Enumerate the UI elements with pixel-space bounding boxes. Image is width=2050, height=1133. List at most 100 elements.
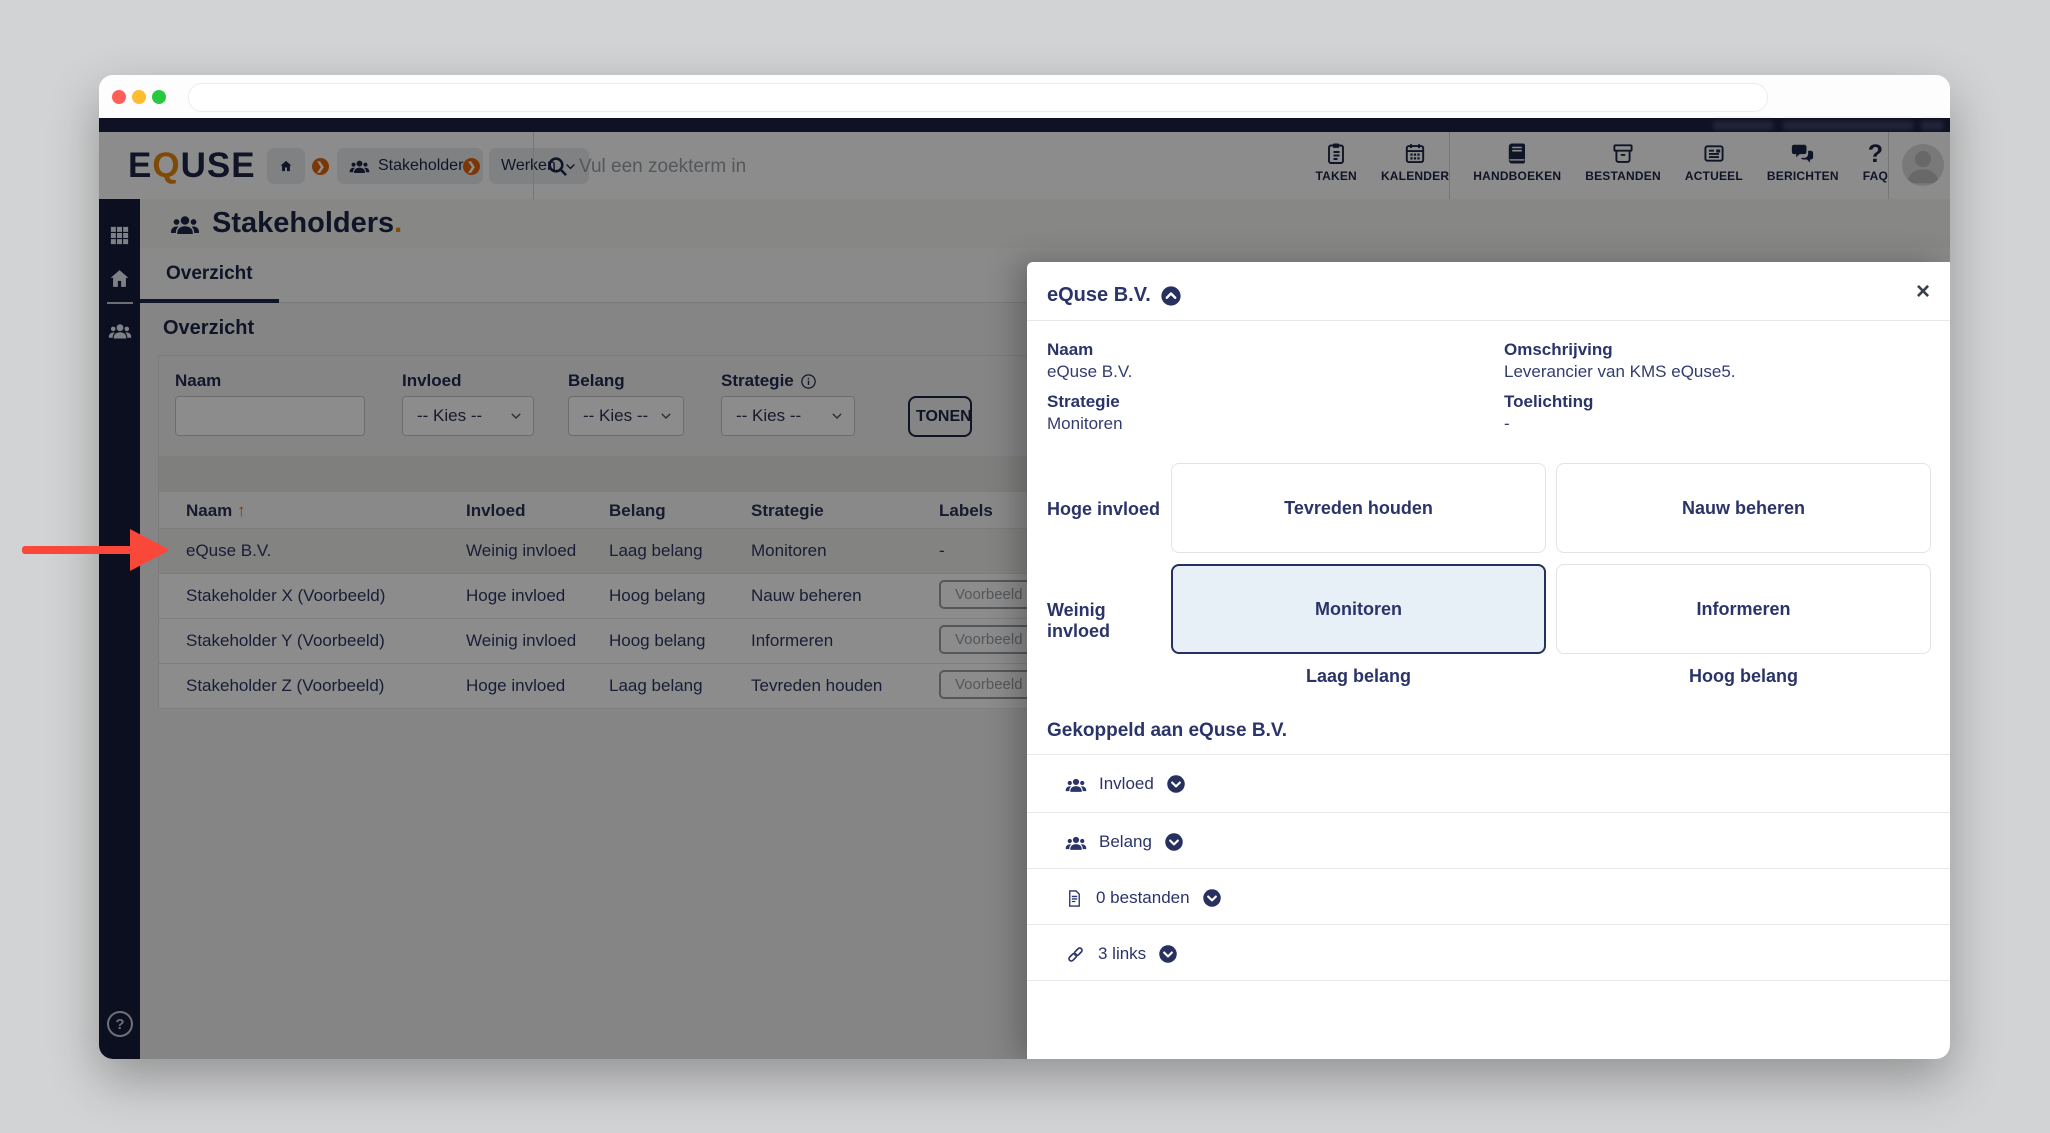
file-icon bbox=[1065, 888, 1084, 909]
column-header-naam[interactable]: Naam ↑ bbox=[186, 501, 246, 520]
linked-row-belang[interactable]: Belang bbox=[1027, 814, 1950, 870]
matrix-cell-nauw-beheren[interactable]: Nauw beheren bbox=[1556, 463, 1931, 553]
panel-divider bbox=[1027, 754, 1950, 755]
redacted-text bbox=[1921, 121, 1943, 130]
panel-divider bbox=[1027, 980, 1950, 981]
filter-invloed-label: Invloed bbox=[402, 371, 462, 390]
nav-item-kalender[interactable]: KALENDER bbox=[1381, 140, 1449, 183]
nav-label: FAQ bbox=[1862, 169, 1888, 183]
help-button[interactable]: ? bbox=[107, 1011, 133, 1037]
nav-item-taken[interactable]: TAKEN bbox=[1315, 140, 1357, 183]
user-avatar[interactable] bbox=[1902, 144, 1944, 186]
cell-belang: Hoog belang bbox=[609, 631, 706, 650]
nav-item-handboeken[interactable]: HANDBOEKEN bbox=[1473, 140, 1561, 183]
panel-divider bbox=[1027, 868, 1950, 869]
matrix-cell-monitoren-selected[interactable]: Monitoren bbox=[1171, 564, 1546, 654]
cell-naam: Stakeholder Y (Voorbeeld) bbox=[186, 631, 385, 650]
collapse-up-icon[interactable] bbox=[1160, 285, 1182, 307]
sidebar: ? bbox=[99, 199, 140, 1059]
chevron-down-circle-icon[interactable] bbox=[1166, 774, 1186, 794]
cell-strategie: Nauw beheren bbox=[751, 586, 862, 605]
breadcrumb-werken-dropdown[interactable]: Werken bbox=[489, 148, 589, 184]
field-value: Monitoren bbox=[1047, 414, 1123, 433]
minimize-window-button[interactable] bbox=[132, 90, 146, 104]
column-header-invloed[interactable]: Invloed bbox=[466, 501, 526, 520]
breadcrumb-home[interactable] bbox=[267, 148, 305, 184]
breadcrumb-stakeholders[interactable]: Stakeholders bbox=[337, 148, 484, 184]
search-input[interactable] bbox=[577, 146, 1141, 188]
header-divider bbox=[1449, 132, 1450, 199]
breadcrumb-label: Stakeholders bbox=[378, 157, 472, 174]
field-value: eQuse B.V. bbox=[1047, 362, 1133, 381]
matrix-col-label: Hoog belang bbox=[1689, 666, 1798, 686]
browser-window: EQUSE ❯ Stakeholders ❯ Werken TAKEN bbox=[99, 75, 1950, 1059]
linked-section-title: Gekoppeld aan eQuse B.V. bbox=[1047, 720, 1288, 741]
select-value: -- Kies -- bbox=[583, 406, 649, 425]
filter-naam-label: Naam bbox=[175, 371, 222, 390]
nav-item-faq[interactable]: ? FAQ bbox=[1862, 140, 1888, 184]
cell-naam: Stakeholder X (Voorbeeld) bbox=[186, 586, 386, 605]
header-divider bbox=[533, 132, 534, 199]
url-bar[interactable] bbox=[188, 83, 1768, 112]
linked-row-invloed[interactable]: Invloed bbox=[1027, 756, 1950, 812]
panel-divider bbox=[1027, 924, 1950, 925]
matrix-cell-tevreden-houden[interactable]: Tevreden houden bbox=[1171, 463, 1546, 553]
chevron-right-icon: ❯ bbox=[463, 158, 480, 175]
cell-naam: Stakeholder Z (Voorbeeld) bbox=[186, 676, 385, 695]
nav-item-berichten[interactable]: BERICHTEN bbox=[1767, 140, 1839, 183]
invloed-select[interactable]: -- Kies -- bbox=[402, 396, 534, 436]
chevron-down-circle-icon[interactable] bbox=[1164, 832, 1184, 852]
belang-select[interactable]: -- Kies -- bbox=[568, 396, 684, 436]
linked-row-label: Belang bbox=[1099, 832, 1152, 851]
cell-belang: Hoog belang bbox=[609, 586, 706, 605]
chevron-down-circle-icon[interactable] bbox=[1202, 888, 1222, 908]
column-header-strategie[interactable]: Strategie bbox=[751, 501, 824, 520]
logo-text: USE bbox=[180, 146, 256, 185]
matrix-col-label: Laag belang bbox=[1305, 666, 1412, 686]
tonen-button[interactable]: TONEN bbox=[908, 396, 972, 437]
sidebar-divider bbox=[107, 302, 133, 304]
breadcrumb-label: Werken bbox=[501, 157, 556, 174]
nav-item-bestanden[interactable]: BESTANDEN bbox=[1585, 140, 1661, 183]
naam-filter-input[interactable] bbox=[175, 396, 365, 436]
zoom-window-button[interactable] bbox=[152, 90, 166, 104]
top-navigation: TAKEN KALENDER HANDBOEKEN BESTANDEN ACTU… bbox=[1315, 140, 1888, 184]
tab-overzicht[interactable]: Overzicht bbox=[140, 248, 279, 303]
field-label: Toelichting bbox=[1504, 392, 1594, 411]
field-value: Leverancier van KMS eQuse5. bbox=[1504, 362, 1736, 381]
nav-label: BESTANDEN bbox=[1585, 169, 1661, 183]
app-topbar bbox=[99, 118, 1950, 132]
strategie-select[interactable]: -- Kies -- bbox=[721, 396, 855, 436]
nav-item-actueel[interactable]: ACTUEEL bbox=[1685, 140, 1743, 183]
linked-row-links[interactable]: 3 links bbox=[1027, 926, 1950, 982]
cell-naam: eQuse B.V. bbox=[186, 541, 272, 560]
close-window-button[interactable] bbox=[112, 90, 126, 104]
field-value: - bbox=[1504, 414, 1510, 433]
linked-row-bestanden[interactable]: 0 bestanden bbox=[1027, 870, 1950, 926]
nav-label: BERICHTEN bbox=[1766, 169, 1839, 183]
people-icon bbox=[1065, 834, 1087, 851]
cell-strategie: Informeren bbox=[751, 631, 834, 650]
matrix-row-label: Hoge invloed bbox=[1047, 499, 1161, 519]
filter-belang-label: Belang bbox=[568, 371, 625, 390]
header-divider bbox=[1888, 132, 1889, 199]
equse-logo[interactable]: EQUSE bbox=[128, 146, 256, 186]
matrix-cell-informeren[interactable]: Informeren bbox=[1556, 564, 1931, 654]
field-label: Strategie bbox=[1047, 392, 1120, 411]
cell-invloed: Hoge invloed bbox=[466, 586, 566, 605]
link-icon bbox=[1065, 944, 1086, 965]
sort-ascending-icon: ↑ bbox=[237, 501, 246, 520]
select-value: -- Kies -- bbox=[736, 406, 802, 425]
section-title: Overzicht bbox=[163, 317, 255, 339]
linked-row-label: 3 links bbox=[1098, 944, 1147, 963]
cell-invloed: Weinig invloed bbox=[466, 631, 577, 650]
chevron-down-circle-icon[interactable] bbox=[1158, 944, 1178, 964]
panel-divider bbox=[1027, 812, 1950, 813]
column-header-labels[interactable]: Labels bbox=[939, 501, 993, 520]
select-value: -- Kies -- bbox=[417, 406, 483, 425]
column-header-belang[interactable]: Belang bbox=[609, 501, 666, 520]
cell-labels: - bbox=[939, 541, 945, 560]
cell-strategie: Tevreden houden bbox=[751, 676, 883, 695]
close-icon[interactable]: × bbox=[1915, 278, 1930, 305]
